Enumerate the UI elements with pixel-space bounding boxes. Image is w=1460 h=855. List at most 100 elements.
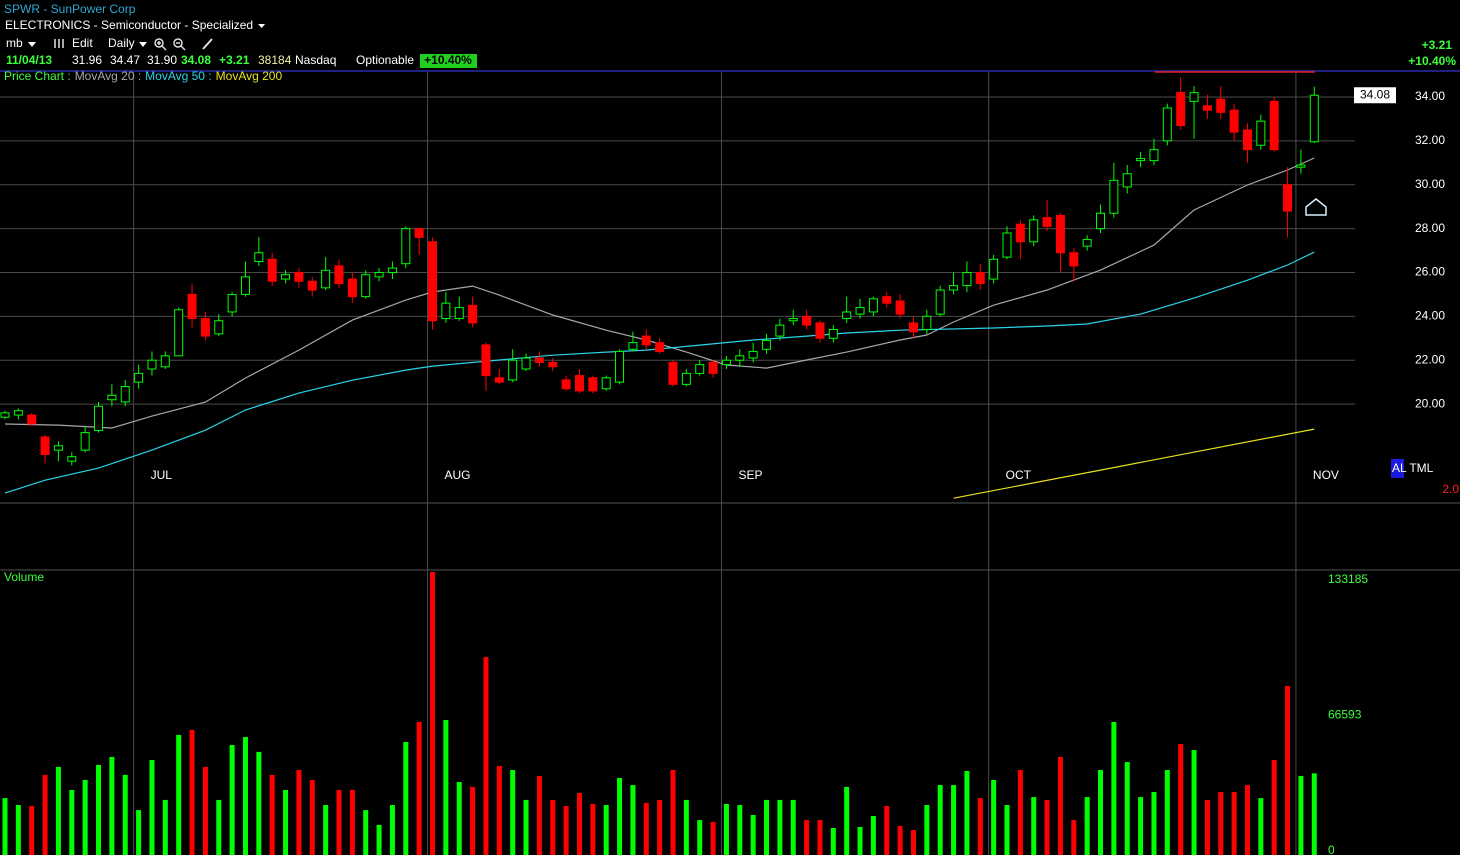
volume-bar (857, 826, 863, 855)
candle-body (681, 372, 691, 385)
candle-body (147, 359, 157, 370)
candle-body (40, 436, 50, 456)
candle-body (281, 274, 291, 280)
volume-bar (1258, 798, 1264, 855)
volume-bar (870, 816, 876, 855)
layout-menu[interactable]: mb (6, 36, 23, 50)
volume-bar (937, 785, 943, 855)
zoom-in-icon[interactable] (154, 38, 167, 51)
volume-bar (576, 793, 582, 855)
volume-bar (403, 741, 409, 855)
volume-bar (951, 785, 957, 855)
legend-entry: MovAvg 200 (216, 69, 283, 83)
volume-bar (15, 805, 21, 855)
volume-bar (470, 786, 476, 855)
volume-bar (496, 765, 502, 855)
volume-bar (1204, 799, 1210, 855)
indicator-value: 2.0 (1442, 482, 1459, 496)
candle-body (1256, 120, 1266, 146)
candle-body (67, 456, 77, 462)
volume-bar (483, 657, 489, 855)
candle-body (828, 329, 838, 339)
volume-bar (1244, 785, 1250, 855)
volume-bar (764, 799, 770, 855)
legend-entry: MovAvg 50 : (145, 69, 211, 83)
draw-tool-icon[interactable] (202, 38, 213, 50)
candle-body (1296, 164, 1306, 168)
volume-bar (55, 766, 61, 855)
y-tick-label: 133185 (1328, 572, 1368, 586)
x-tick-label: JUL (151, 468, 173, 482)
volume-bar (242, 737, 248, 855)
volume-bar (630, 785, 636, 855)
candle-body (120, 386, 130, 403)
volume-bar (349, 789, 355, 855)
y-tick-label: 28.00 (1415, 221, 1445, 235)
volume-bar (1285, 685, 1291, 855)
change-badge (420, 54, 477, 68)
candle-body (1162, 107, 1172, 142)
candle-body (267, 258, 277, 282)
volume-bar (1138, 797, 1144, 855)
candle-body (94, 405, 104, 431)
volume-bar (1044, 799, 1050, 855)
last-price-label: 34.08 (1360, 87, 1390, 101)
moving-average-line (953, 428, 1315, 499)
volume-bar (296, 770, 302, 855)
volume-bar (1071, 820, 1077, 855)
candle-body (989, 258, 999, 280)
volume-bar (683, 799, 689, 855)
candle-body (1122, 173, 1132, 188)
summary-change: +3.21 (1422, 38, 1453, 52)
summary-change-pct: +10.40% (1408, 54, 1456, 68)
volume-bar (416, 721, 422, 855)
x-tick-label: OCT (1006, 468, 1032, 482)
alert-marker[interactable] (1305, 198, 1327, 216)
period-menu[interactable]: Daily (108, 36, 135, 50)
dropdown-arrow[interactable] (139, 42, 147, 47)
dropdown-arrow[interactable] (258, 24, 266, 28)
volume-bar (430, 572, 436, 855)
candle-body (334, 265, 344, 284)
industry[interactable]: ELECTRONICS - Semiconductor - Specialize… (5, 18, 253, 32)
volume-bar (977, 798, 983, 855)
y-tick-label: 20.00 (1415, 396, 1445, 410)
legend-entry: MovAvg 20 : (75, 69, 141, 83)
volume-bar (269, 774, 275, 855)
volume-bar (1017, 770, 1023, 855)
quote-change-pct: +10.40% (424, 53, 472, 67)
candle-body (628, 342, 638, 350)
candle-body (868, 298, 878, 313)
volume-bar (189, 729, 195, 855)
volume-bar (2, 798, 8, 855)
volume-bar (817, 820, 823, 855)
candle-body (481, 344, 491, 377)
candle-body (962, 271, 972, 287)
volume-bar (830, 828, 836, 855)
volume-bar (844, 786, 850, 855)
candle-body (1029, 219, 1039, 243)
moving-average-line (4, 251, 1315, 494)
zoom-out-icon[interactable] (173, 38, 186, 51)
volume-bar (336, 789, 342, 855)
candle-body (494, 377, 504, 383)
candle-body (975, 271, 985, 284)
y-tick-label: 26.00 (1415, 265, 1445, 279)
quote-low: 31.90 (147, 53, 177, 67)
candle-body (254, 252, 264, 263)
candle-body (855, 307, 865, 315)
candle-body (374, 271, 384, 278)
candle-body (0, 412, 10, 418)
volume-bar (229, 744, 235, 855)
edit-icon[interactable] (54, 39, 64, 48)
volume-bar (924, 805, 930, 855)
candle-body (107, 394, 117, 401)
candle-body (187, 293, 197, 320)
edit-menu[interactable]: Edit (72, 36, 93, 50)
candle-body (1216, 98, 1226, 113)
candle-body (174, 309, 184, 357)
symbol-title[interactable]: SPWR - SunPower Corp (4, 2, 136, 16)
dropdown-arrow[interactable] (28, 42, 36, 47)
volume-bar (256, 751, 262, 855)
y-tick-label: 24.00 (1415, 309, 1445, 323)
